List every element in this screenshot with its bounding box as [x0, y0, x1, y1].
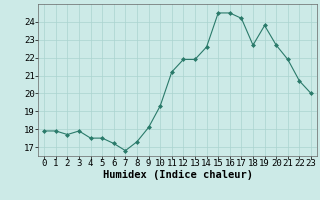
X-axis label: Humidex (Indice chaleur): Humidex (Indice chaleur) [103, 170, 252, 180]
